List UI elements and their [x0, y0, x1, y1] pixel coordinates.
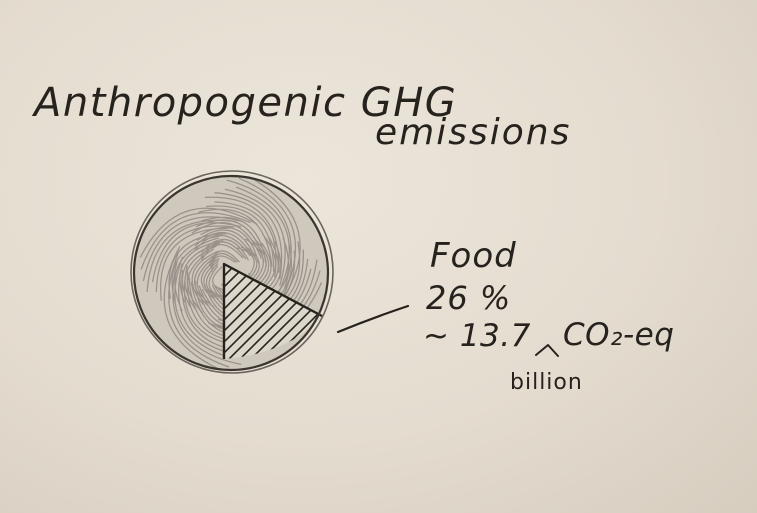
slice-food-hatching [224, 264, 322, 359]
title-line-2: emissions [375, 112, 572, 153]
billion-insert-label: billion [510, 370, 583, 395]
pie-outline-inner [132, 174, 330, 372]
pie-outline-outer [130, 170, 334, 374]
leader-line [336, 304, 410, 334]
slice-food-outline [222, 262, 323, 359]
slice-amount-label: ~ 13.7 [423, 318, 531, 354]
pie-group [130, 170, 334, 374]
slice-percent-label: 26 % [426, 279, 512, 317]
slice-label-food: Food [430, 236, 517, 276]
hatch-lines [224, 264, 322, 359]
title-line-1: Anthropogenic GHG [34, 80, 458, 126]
slice-unit-label: CO₂-eq [563, 317, 675, 353]
insert-caret [535, 344, 559, 357]
